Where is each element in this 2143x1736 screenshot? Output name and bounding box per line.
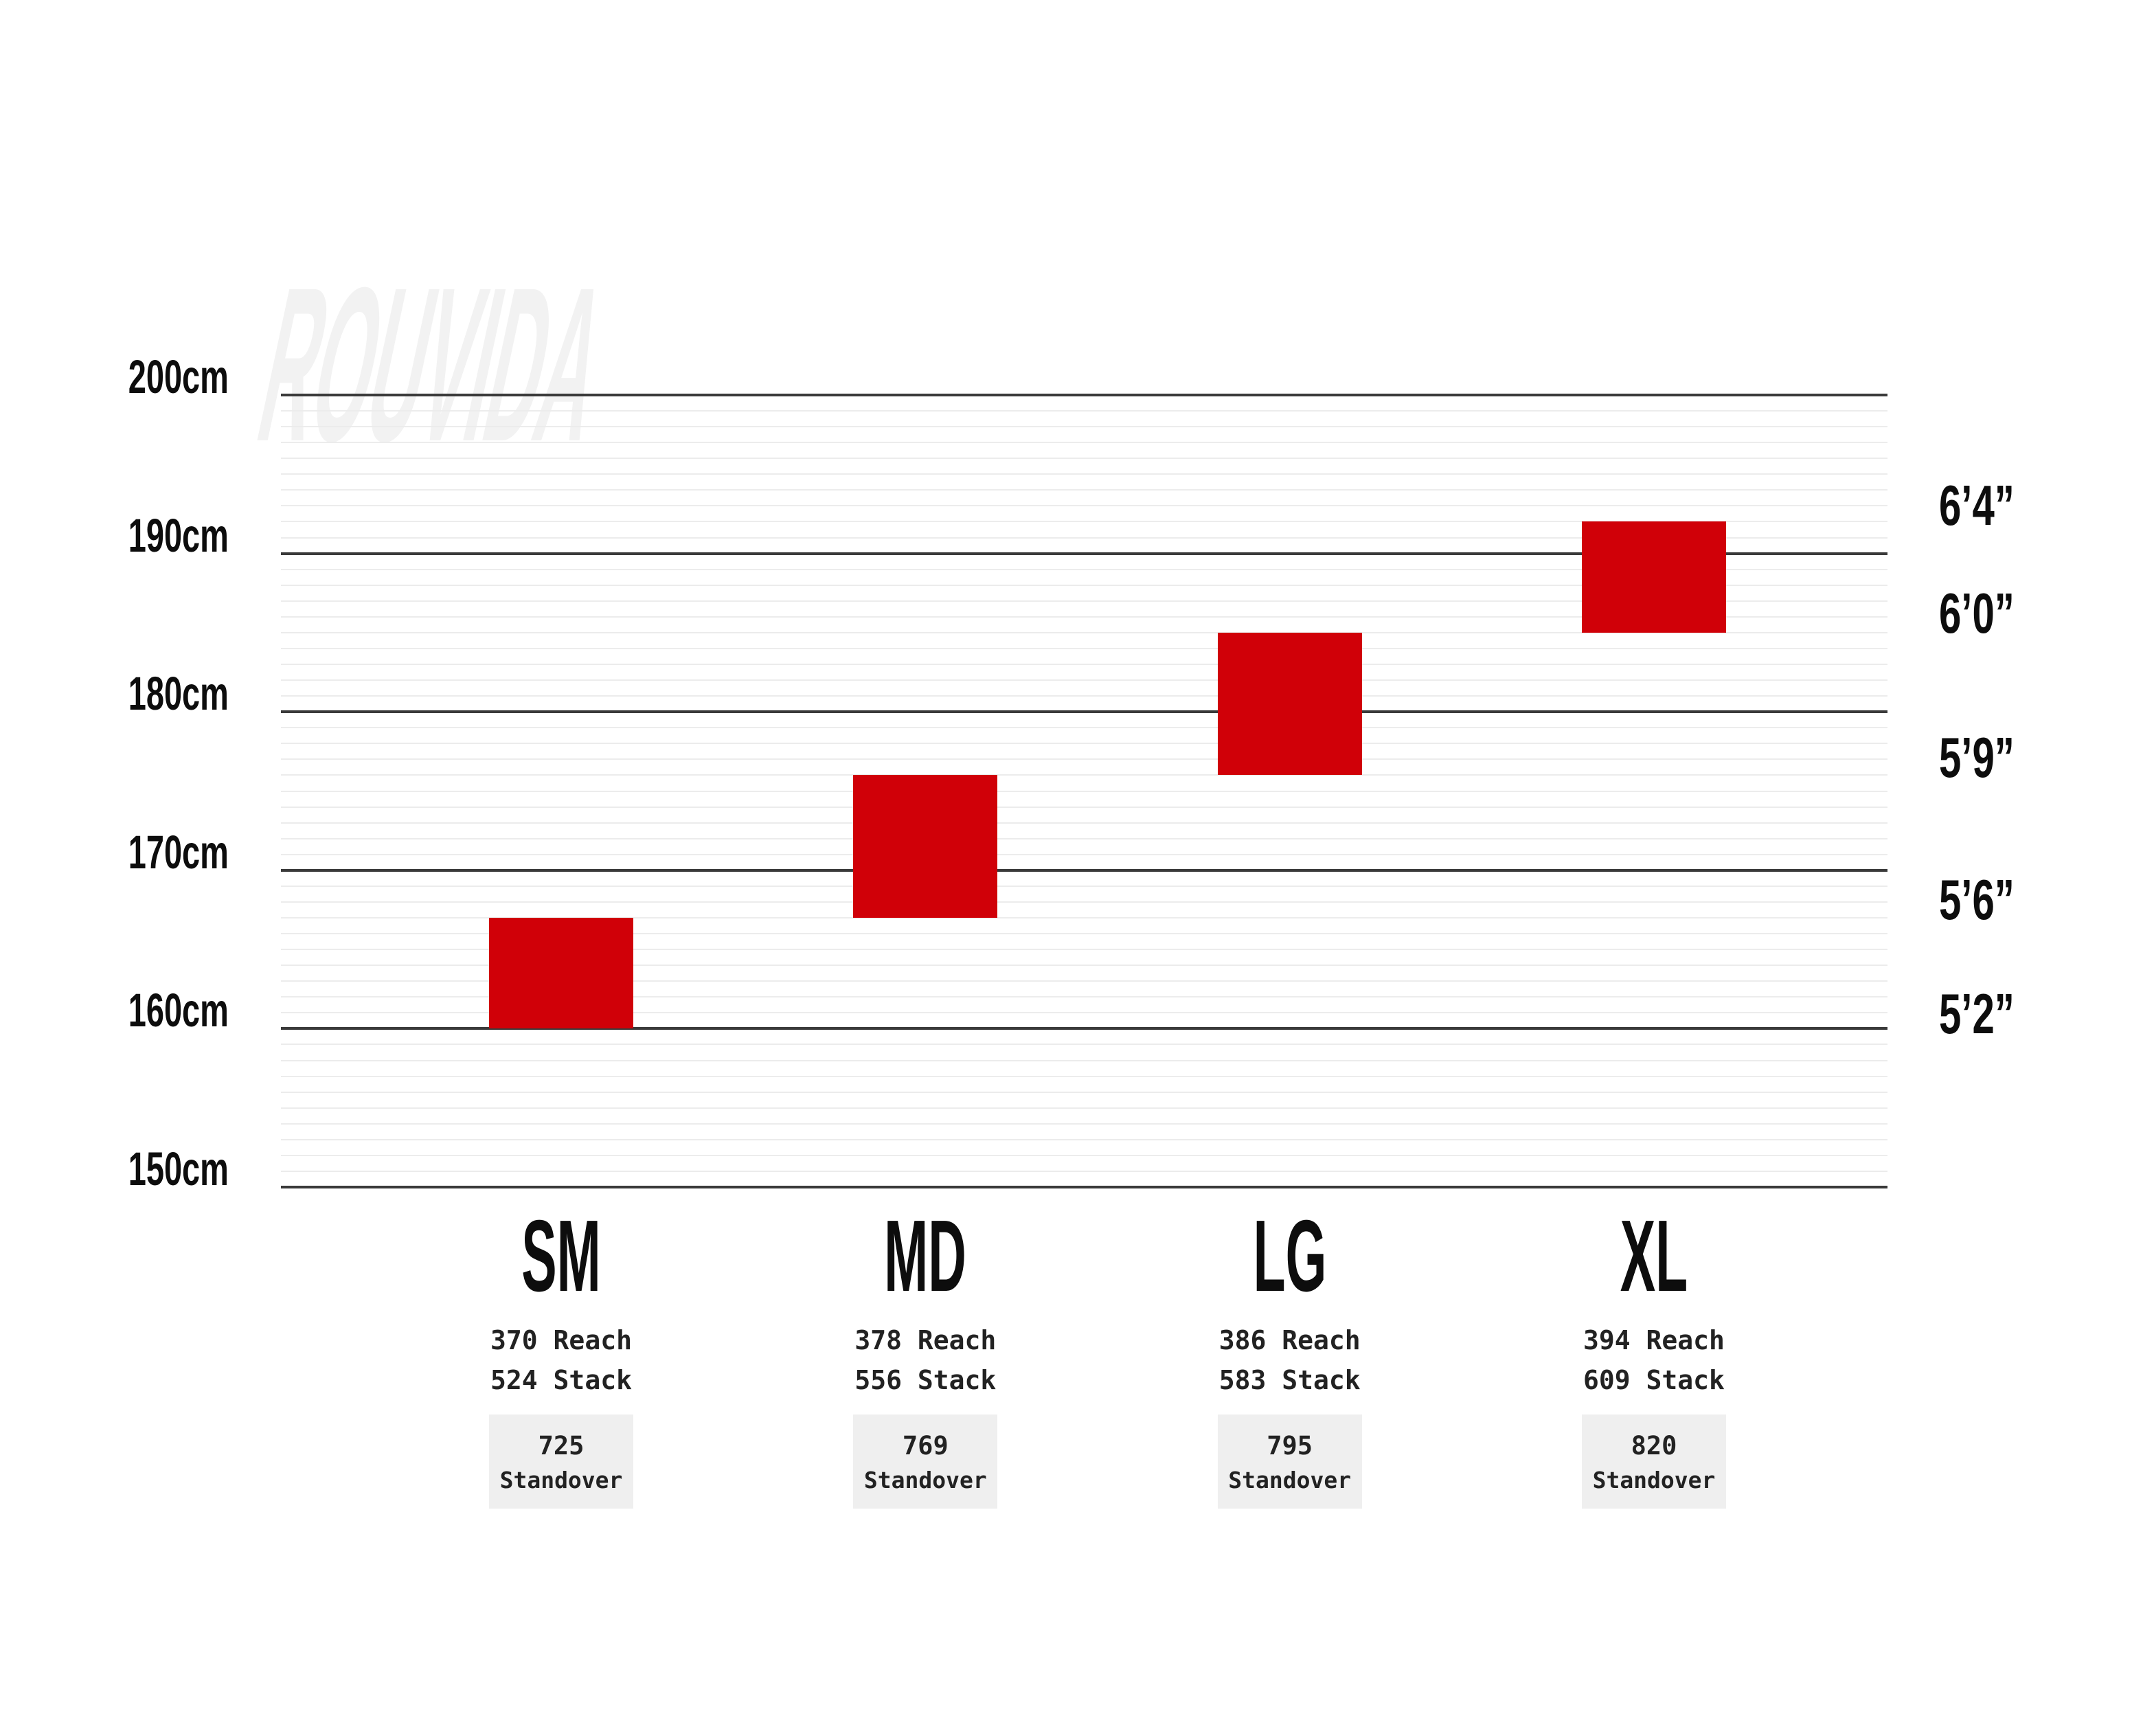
gridline-minor <box>281 410 1887 412</box>
gridline-minor <box>281 758 1887 760</box>
gridline-minor <box>281 1107 1887 1109</box>
standover-panel: 725 Standover <box>489 1414 633 1509</box>
standover-label: Standover <box>863 1467 987 1493</box>
gridline-minor <box>281 631 1887 633</box>
y-axis-tick-label: 160cm <box>128 984 229 1037</box>
size-range-bar <box>853 775 998 918</box>
stack-value: 524 Stack <box>490 1365 632 1395</box>
gridline-minor <box>281 616 1887 618</box>
gridline-minor <box>281 727 1887 729</box>
gridline-minor <box>281 600 1887 602</box>
gridline-minor <box>281 837 1887 839</box>
gridline-minor <box>281 1138 1887 1140</box>
gridline-minor <box>281 901 1887 903</box>
gridline-minor <box>281 664 1887 666</box>
gridline-minor <box>281 1075 1887 1077</box>
y-axis-tick-label: 180cm <box>128 667 229 721</box>
gridline-minor <box>281 1091 1887 1093</box>
imperial-tick-label: 5’2” <box>1939 982 2015 1046</box>
gridline-major <box>281 1186 1887 1188</box>
y-axis-tick-label: 200cm <box>128 350 229 403</box>
gridline-minor <box>281 980 1887 982</box>
size-code-label: XL <box>1620 1199 1688 1313</box>
gridline-minor <box>281 743 1887 745</box>
gridline-minor <box>281 505 1887 507</box>
gridline-minor <box>281 695 1887 697</box>
gridline-minor <box>281 853 1887 855</box>
gridline-major <box>281 1027 1887 1030</box>
reach-value: 394 Reach <box>1583 1325 1725 1355</box>
standover-panel: 769 Standover <box>853 1414 998 1509</box>
standover-value: 769 <box>902 1431 949 1461</box>
imperial-tick-label: 6’0” <box>1939 580 2015 645</box>
size-range-bar <box>1217 632 1362 776</box>
gridline-minor <box>281 568 1887 570</box>
reach-value: 378 Reach <box>854 1325 997 1355</box>
gridline-minor <box>281 949 1887 951</box>
gridline-minor <box>281 1170 1887 1172</box>
stack-value: 583 Stack <box>1218 1365 1361 1395</box>
gridline-major <box>281 394 1887 396</box>
gridline-minor <box>281 806 1887 808</box>
size-range-bar <box>489 917 633 1029</box>
gridline-minor <box>281 916 1887 918</box>
y-axis-tick-label: 190cm <box>128 508 229 562</box>
standover-panel: 795 Standover <box>1217 1414 1362 1509</box>
gridline-minor <box>281 790 1887 792</box>
gridline-minor <box>281 458 1887 460</box>
y-axis-tick-label: 170cm <box>128 825 229 879</box>
standover-value: 725 <box>538 1431 585 1461</box>
gridline-minor <box>281 489 1887 491</box>
size-range-bar <box>1581 521 1726 633</box>
gridline-minor <box>281 521 1887 523</box>
standover-panel: 820 Standover <box>1581 1414 1726 1509</box>
standover-value: 820 <box>1631 1431 1677 1461</box>
imperial-tick-label: 6’4” <box>1939 473 2015 538</box>
gridline-minor <box>281 1012 1887 1014</box>
gridline-minor <box>281 965 1887 967</box>
size-code-label: SM <box>521 1199 601 1313</box>
size-code-label: MD <box>884 1199 967 1313</box>
gridline-minor <box>281 1044 1887 1046</box>
gridline-minor <box>281 822 1887 824</box>
gridline-minor <box>281 1059 1887 1061</box>
reach-value: 386 Reach <box>1218 1325 1361 1355</box>
y-axis-tick-label: 150cm <box>128 1142 229 1195</box>
gridline-minor <box>281 426 1887 428</box>
size-code-label: LG <box>1253 1199 1327 1313</box>
gridline-major <box>281 710 1887 714</box>
gridline-minor <box>281 774 1887 776</box>
standover-label: Standover <box>499 1467 623 1493</box>
gridline-minor <box>281 647 1887 649</box>
gridline-minor <box>281 584 1887 586</box>
gridline-minor <box>281 679 1887 681</box>
gridline-minor <box>281 996 1887 998</box>
standover-value: 795 <box>1267 1431 1313 1461</box>
imperial-tick-label: 5’6” <box>1939 868 2015 932</box>
gridline-minor <box>281 1154 1887 1156</box>
stack-value: 556 Stack <box>854 1365 997 1395</box>
standover-label: Standover <box>1228 1467 1352 1493</box>
imperial-tick-label: 5’9” <box>1939 725 2015 789</box>
standover-label: Standover <box>1592 1467 1716 1493</box>
gridline-minor <box>281 933 1887 935</box>
gridline-minor <box>281 442 1887 444</box>
gridline-minor <box>281 537 1887 539</box>
gridline-major <box>281 868 1887 872</box>
gridline-minor <box>281 885 1887 887</box>
gridline-minor <box>281 473 1887 475</box>
stack-value: 609 Stack <box>1583 1365 1725 1395</box>
reach-value: 370 Reach <box>490 1325 632 1355</box>
gridline-minor <box>281 1123 1887 1125</box>
gridline-major <box>281 552 1887 555</box>
